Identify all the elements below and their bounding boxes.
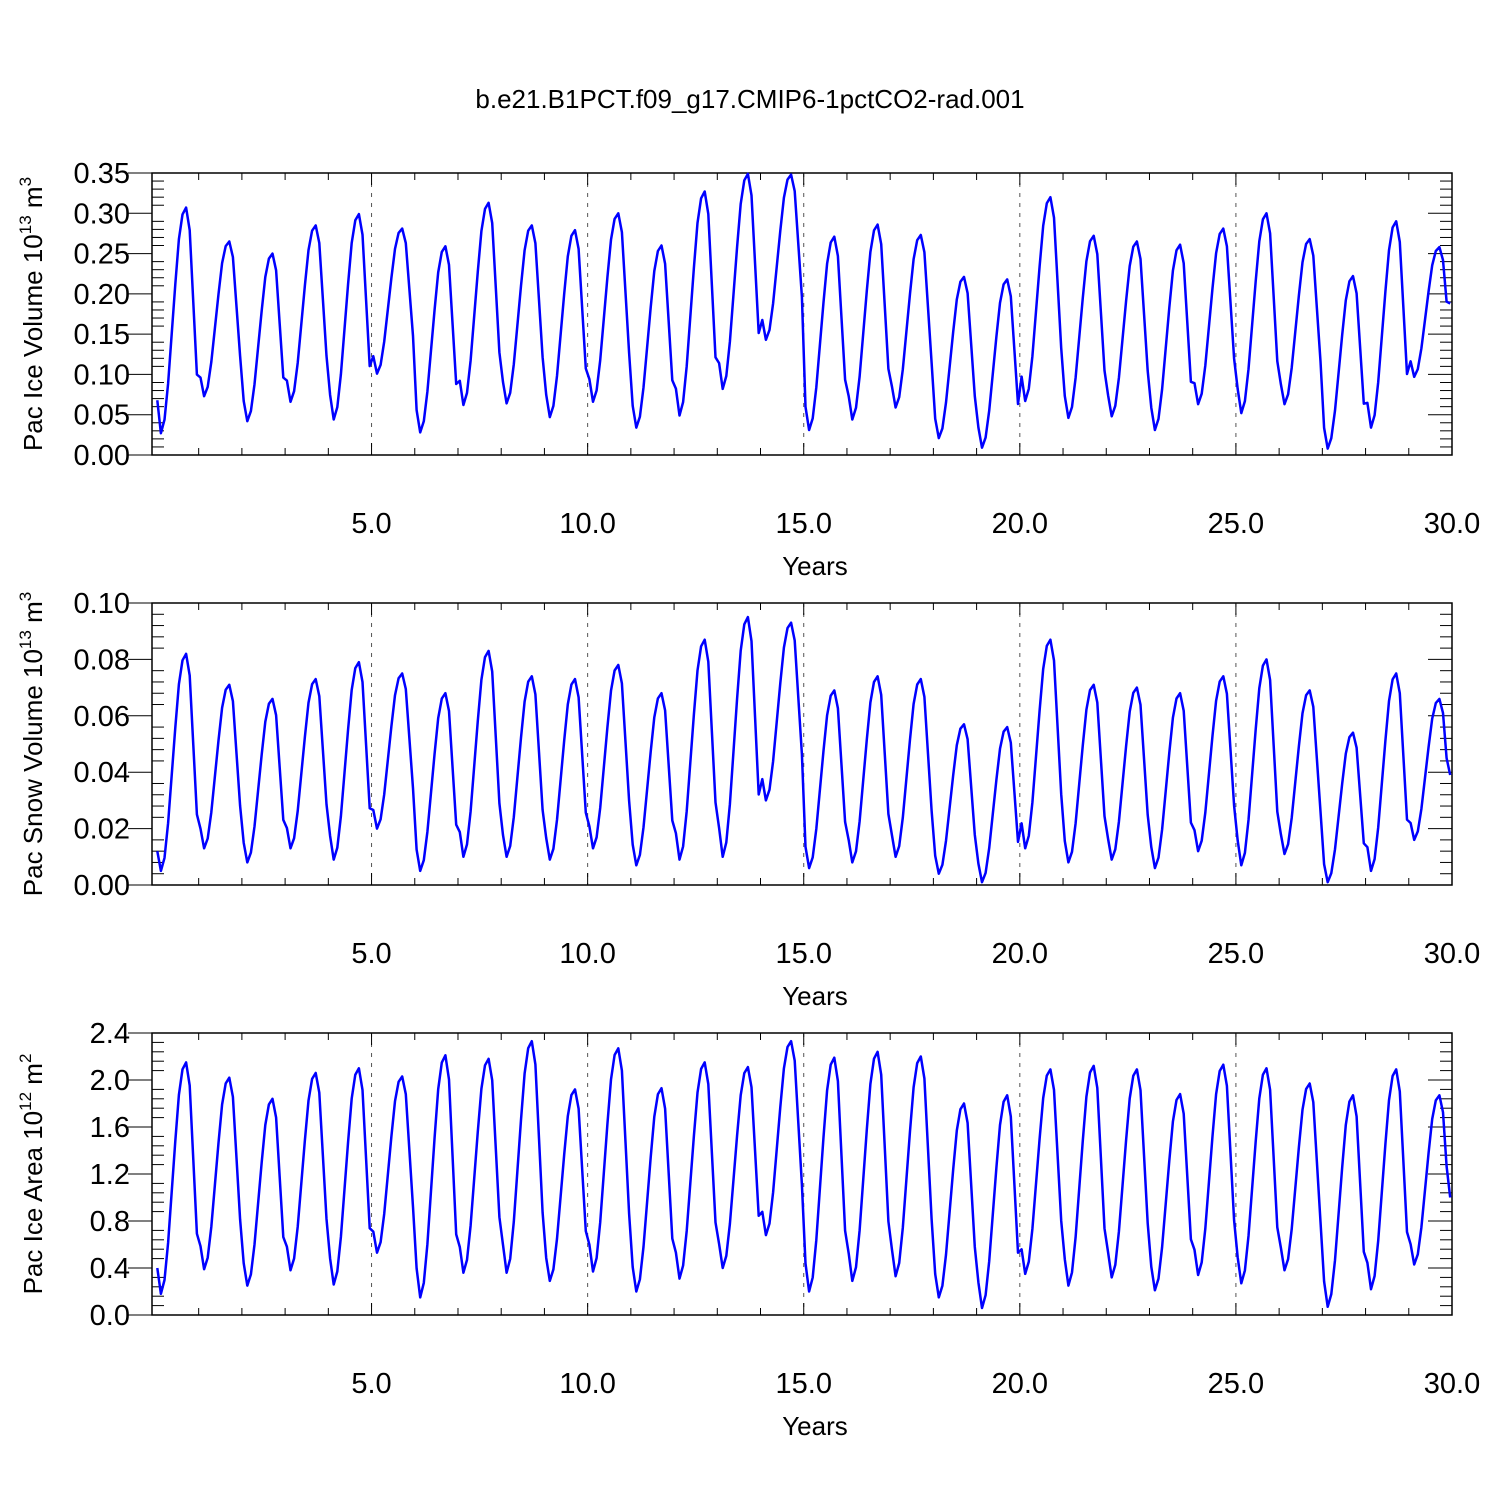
x-tick-label: 25.0 (1208, 508, 1264, 540)
x-tick-label: 10.0 (559, 938, 615, 970)
y-tick-label: 0.08 (74, 644, 130, 676)
y-tick-label: 0.02 (74, 814, 130, 846)
figure-title: b.e21.B1PCT.f09_g17.CMIP6-1pctCO2-rad.00… (475, 84, 1024, 114)
y-tick-label: 0.15 (74, 319, 130, 351)
y-tick-label: 0.05 (74, 400, 130, 432)
x-tick-label: 5.0 (351, 1368, 391, 1400)
x-tick-label: 5.0 (351, 508, 391, 540)
y-tick-label: 0.10 (74, 359, 130, 391)
y-tick-label: 2.0 (90, 1065, 130, 1097)
x-tick-label: 5.0 (351, 938, 391, 970)
y-axis-label-exponent: 12 (16, 1092, 35, 1111)
plot-frame (151, 602, 1453, 886)
y-tick-label: 1.2 (90, 1159, 130, 1191)
x-tick-label: 15.0 (776, 508, 832, 540)
y-axis-label-exponent: 13 (16, 215, 35, 234)
y-axis-label: Pac Ice Volume 1013 m3 (16, 177, 48, 451)
x-tick-label: 30.0 (1424, 1368, 1480, 1400)
x-tick-label: 15.0 (776, 938, 832, 970)
y-tick-label: 0.4 (90, 1253, 130, 1285)
plot-frame (151, 172, 1453, 456)
x-tick-label: 25.0 (1208, 1368, 1264, 1400)
y-axis-label-unit-exponent: 3 (16, 592, 35, 601)
y-tick-label: 0.35 (74, 158, 130, 190)
x-axis-label: Years (782, 981, 848, 1011)
x-tick-label: 30.0 (1424, 508, 1480, 540)
y-tick-label: 2.4 (90, 1018, 130, 1050)
y-axis-label: Pac Snow Volume 1013 m3 (16, 592, 48, 896)
y-tick-label: 0.30 (74, 198, 130, 230)
x-tick-label: 30.0 (1424, 938, 1480, 970)
y-axis-label-unit: m (18, 601, 48, 630)
y-tick-label: 1.6 (90, 1112, 130, 1144)
y-axis-label-exponent: 13 (16, 630, 35, 649)
series-line (156, 1039, 1452, 1310)
x-axis-label: Years (782, 551, 848, 581)
y-tick-label: 0.0 (90, 1300, 130, 1332)
x-tick-label: 20.0 (992, 508, 1048, 540)
chart-panel-snow-volume: 0.00 0.02 0.04 0.06 0.08 0.10 5.0 10.0 15.0 20.0 2… (16, 588, 1480, 1011)
x-axis-label: Years (782, 1411, 848, 1441)
y-tick-label: 0.06 (74, 701, 130, 733)
y-axis-label-text: Pac Snow Volume 10 (18, 649, 48, 896)
y-tick-label: 0.8 (90, 1206, 130, 1238)
y-axis-label-unit: m (18, 1063, 48, 1092)
y-tick-label: 0.00 (74, 870, 130, 902)
chart-panel-ice-volume: 0.00 0.05 0.10 0.15 0.20 0.25 0.30 0.35 5.0 10.0 1… (16, 158, 1480, 581)
x-tick-label: 15.0 (776, 1368, 832, 1400)
y-tick-label: 0.00 (74, 440, 130, 472)
y-axis-label-text: Pac Ice Area 10 (18, 1111, 48, 1295)
y-axis-label-unit: m (18, 186, 48, 215)
x-tick-label: 10.0 (559, 508, 615, 540)
x-tick-label: 10.0 (559, 1368, 615, 1400)
series-line (156, 615, 1452, 884)
y-tick-label: 0.04 (74, 757, 130, 789)
y-axis-label-text: Pac Ice Volume 10 (18, 234, 48, 451)
x-tick-label: 25.0 (1208, 938, 1264, 970)
y-axis-label-unit-exponent: 2 (16, 1054, 35, 1063)
y-tick-label: 0.20 (74, 279, 130, 311)
y-axis-label: Pac Ice Area 1012 m2 (16, 1054, 48, 1295)
y-tick-label: 0.25 (74, 239, 130, 271)
x-tick-label: 20.0 (992, 938, 1048, 970)
y-tick-label: 0.10 (74, 588, 130, 620)
chart-panel-ice-area: 0.0 0.4 0.8 1.2 1.6 2.0 2.4 5.0 10.0 15.0 20.0 25.0… (16, 1018, 1480, 1441)
y-axis-label-unit-exponent: 3 (16, 177, 35, 186)
x-tick-label: 20.0 (992, 1368, 1048, 1400)
series-line (156, 172, 1451, 450)
